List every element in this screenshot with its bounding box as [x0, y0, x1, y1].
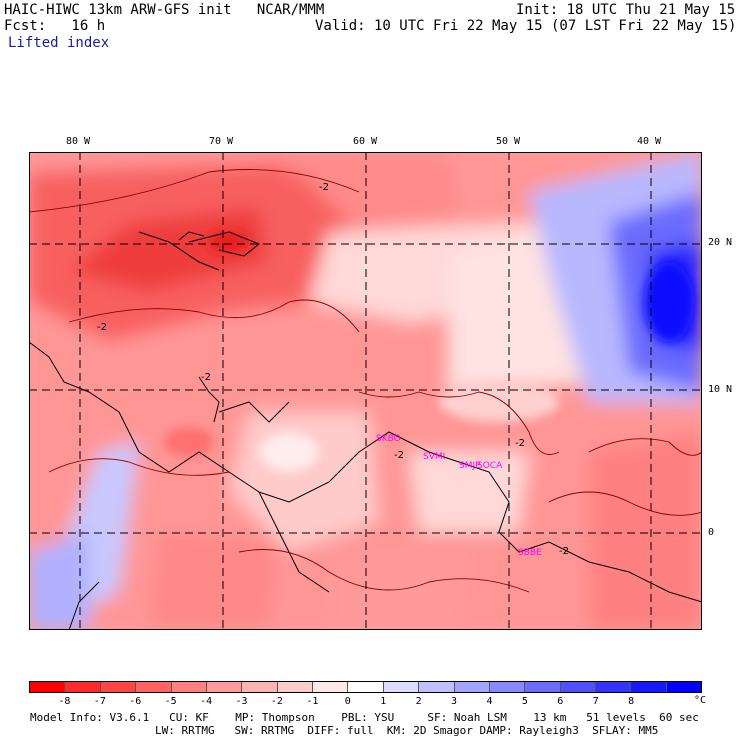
colorbar-tick-label: 5: [521, 696, 528, 707]
colorbar-swatch: [313, 682, 349, 692]
colorbar-unit: °C: [694, 695, 707, 706]
colorbar-tick-label: 7: [592, 696, 599, 707]
colorbar-tick-label: 4: [486, 696, 493, 707]
colorbar-swatch: [348, 682, 384, 692]
colorbar-swatch: [277, 682, 313, 692]
init-time: Init: 18 UTC Thu 21 May 15: [516, 2, 736, 18]
colorbar-tick-label: -4: [200, 696, 213, 707]
station-label: SOCA: [477, 461, 503, 471]
colorbar-tick-label: -8: [58, 696, 71, 707]
contour-label: -2: [515, 438, 525, 449]
colorbar-swatch: [560, 682, 596, 692]
contours: [29, 169, 702, 593]
colorbar-tick-label: -2: [270, 696, 283, 707]
colorbar-tick-label: 2: [415, 696, 422, 707]
lat-label: 10 N: [708, 384, 733, 395]
colorbar: [29, 681, 702, 693]
colorbar-tick-label: 0: [344, 696, 351, 707]
station-label: SVMI: [423, 452, 445, 462]
colorbar-swatch: [666, 682, 702, 692]
map-frame: [29, 152, 702, 630]
colorbar-swatch: [631, 682, 667, 692]
station-label: SBBE: [518, 548, 542, 558]
coastlines: [29, 231, 702, 630]
colorbar-swatch: [100, 682, 137, 692]
valid-time: Valid: 10 UTC Fri 22 May 15 (07 LST Fri …: [315, 18, 737, 34]
contour-label: -2: [559, 546, 569, 557]
colorbar-swatch: [65, 682, 101, 692]
colorbar-tick-label: -6: [129, 696, 142, 707]
lon-label: 60 W: [353, 136, 378, 147]
colorbar-swatch: [30, 682, 66, 692]
colorbar-swatch: [171, 682, 207, 692]
lifted-index-map: -2 -2 -2 -2 -2 -2 SKBO SVMI SMJP SOCA SB…: [29, 152, 702, 630]
colorbar-swatch: [525, 682, 561, 692]
colorbar-tick-label: 6: [557, 696, 564, 707]
footer-model-info: Model Info: V3.6.1 CU: KF MP: Thompson P…: [30, 711, 699, 724]
colorbar-tick-label: -1: [306, 696, 319, 707]
contour-label: -2: [319, 182, 329, 193]
contour-label: -2: [201, 372, 211, 383]
colorbar-swatch: [419, 682, 455, 692]
contour-label: -2: [394, 450, 404, 461]
colorbar-swatch: [136, 682, 172, 692]
field-name: Lifted index: [8, 35, 110, 51]
colorbar-tick-label: 1: [380, 696, 387, 707]
lat-label: 0: [708, 527, 715, 538]
station-label: SKBO: [376, 434, 401, 444]
colorbar-swatch: [383, 682, 420, 692]
model-title: HAIC-HIWC 13km ARW-GFS init NCAR/MMM: [4, 2, 325, 18]
colorbar-tick-label: -5: [164, 696, 177, 707]
colorbar-tick-label: 8: [628, 696, 635, 707]
colorbar-tick-label: 3: [451, 696, 458, 707]
contour-label: -2: [97, 322, 107, 333]
colorbar-swatch: [596, 682, 632, 692]
forecast-hour: Fcst: 16 h: [4, 18, 106, 34]
lon-label: 50 W: [496, 136, 521, 147]
footer-model-info-2: LW: RRTMG SW: RRTMG DIFF: full KM: 2D Sm…: [155, 724, 659, 737]
colorbar-swatch: [206, 682, 243, 692]
colorbar-swatch: [242, 682, 278, 692]
station-label: SMJP: [459, 461, 481, 471]
colorbar-tick-label: -7: [93, 696, 106, 707]
graticule: [29, 152, 702, 630]
lon-label: 70 W: [209, 136, 234, 147]
lat-label: 20 N: [708, 237, 733, 248]
colorbar-swatch: [454, 682, 490, 692]
colorbar-tick-label: -3: [235, 696, 248, 707]
lon-label: 40 W: [637, 136, 662, 147]
field-speckle: [164, 232, 694, 472]
lon-label: 80 W: [66, 136, 91, 147]
colorbar-swatch: [489, 682, 526, 692]
